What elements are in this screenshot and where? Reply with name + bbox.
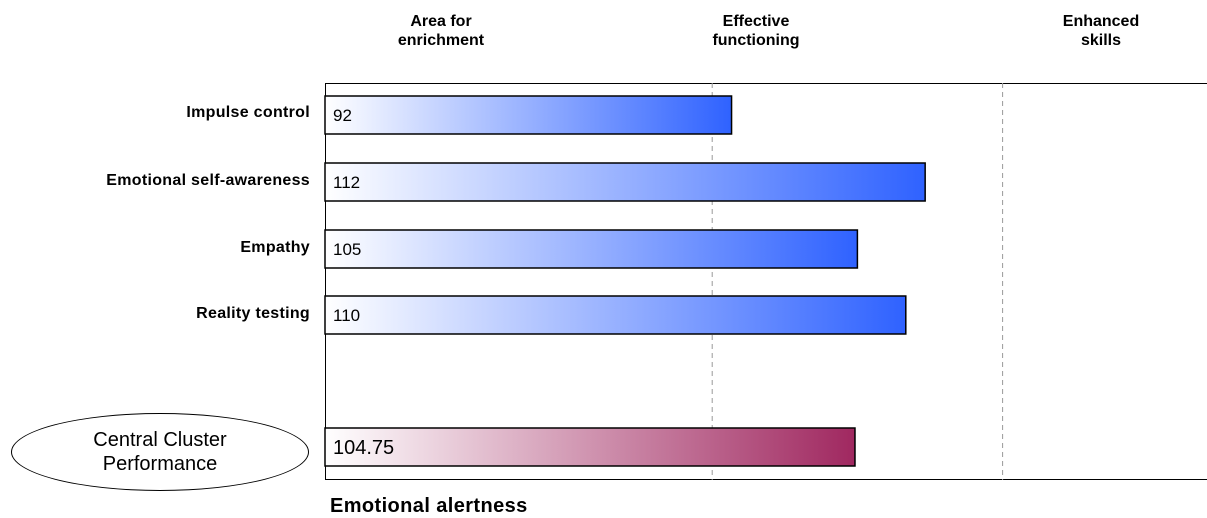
category-label: Empathy <box>240 239 310 256</box>
category-label: Emotional self-awareness <box>106 172 310 189</box>
bar <box>324 162 926 202</box>
zone-label-effective: Effective functioning <box>712 13 800 49</box>
plot-frame <box>325 83 1207 480</box>
cluster-bar <box>324 427 856 467</box>
bar-value-label: 92 <box>333 106 352 125</box>
zone-label-enrichment: Area for enrichment <box>397 13 485 49</box>
category-label: Reality testing <box>196 305 310 322</box>
bar-value-label: 110 <box>333 306 360 325</box>
bar <box>324 229 859 269</box>
cluster-value-label: 104.75 <box>333 437 394 459</box>
bar-value-label: 112 <box>333 173 360 192</box>
category-label: Impulse control <box>186 104 310 121</box>
cluster-label-line1: Central Cluster <box>93 429 227 451</box>
cluster-title: Emotional alertness <box>330 495 528 517</box>
bar <box>324 95 733 135</box>
cluster-label-line2: Performance <box>102 453 218 475</box>
bar-value-label: 105 <box>333 240 361 259</box>
zone-label-enhanced: Enhanced skills <box>1062 13 1140 49</box>
bar <box>324 295 907 335</box>
central-cluster-performance-badge: Central Cluster Performance <box>11 413 309 491</box>
